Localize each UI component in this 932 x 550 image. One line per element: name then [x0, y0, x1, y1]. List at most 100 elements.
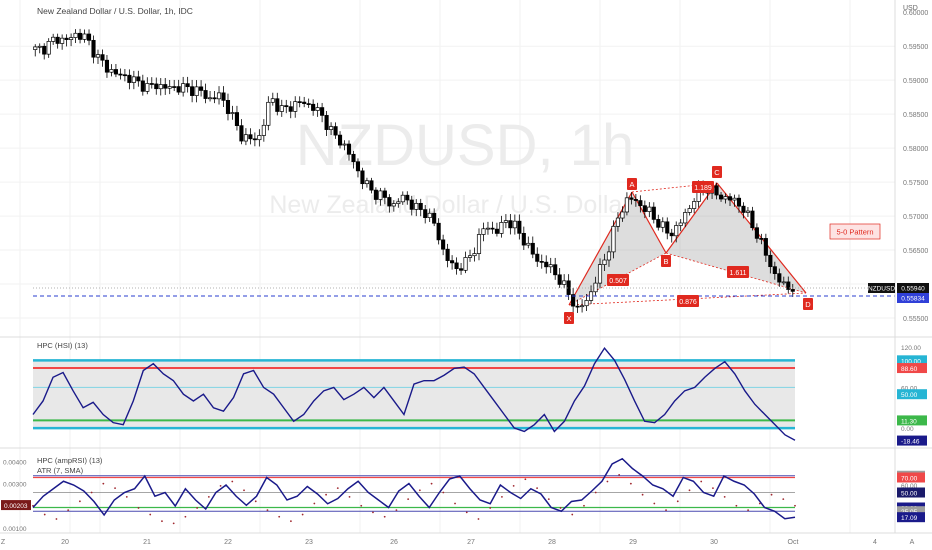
candle-body [167, 86, 172, 89]
atr-dot [489, 507, 492, 509]
atr-dot [618, 473, 621, 476]
candle-body [427, 212, 432, 218]
candle-body [109, 69, 114, 73]
candle-body [64, 37, 69, 40]
candle-body [674, 225, 679, 237]
candle-body [266, 101, 271, 126]
candlesticks [33, 28, 795, 313]
price-tick: 0.56500 [903, 248, 928, 255]
pattern-leg [568, 191, 633, 306]
candle-body [69, 37, 74, 40]
candle-body [732, 197, 737, 201]
candle-body [736, 197, 742, 207]
ratio-tag [607, 274, 629, 286]
candle-body [176, 86, 181, 93]
time-tick: 28 [548, 539, 556, 546]
amp-tag-bg [897, 487, 925, 498]
atr-dot [55, 518, 58, 520]
atr-dot [383, 515, 386, 518]
candle-body [745, 210, 750, 213]
candle-body [400, 194, 405, 203]
candle-body [741, 205, 746, 213]
candle-body [665, 221, 670, 234]
candle-body [275, 98, 280, 112]
atr-dot [454, 502, 456, 505]
pattern-name-box[interactable] [829, 223, 881, 240]
atr-dot [594, 491, 597, 494]
price-tick: 0.58500 [903, 112, 928, 119]
candle-body [391, 203, 396, 207]
atr-dot [501, 496, 503, 498]
time-tick: 21 [143, 539, 151, 546]
candle-body [95, 54, 101, 58]
candle-body [521, 232, 526, 246]
candle-body [346, 143, 352, 155]
atr-dot [290, 520, 292, 523]
atr-dot [172, 522, 175, 525]
atr-dot [571, 513, 574, 516]
candle-body [409, 199, 414, 210]
pattern-point-tag [627, 178, 637, 190]
symbol-tag-bg [868, 283, 895, 293]
candle-body [212, 97, 217, 100]
candle-body [185, 83, 190, 88]
time-axis[interactable]: Z 20 21 22 23 26 27 28 29 30 Oct 4 A [1, 539, 915, 546]
candle-body [122, 74, 127, 77]
candle-body [342, 143, 347, 146]
atr-dot [606, 480, 609, 483]
grid [0, 0, 895, 533]
candle-body [678, 222, 683, 226]
hsi-tag: -18.46 [901, 439, 920, 446]
atr-dot [102, 482, 105, 485]
price-tick: 0.58000 [903, 146, 928, 153]
candle-body [333, 126, 338, 136]
candle-body [647, 206, 652, 212]
hsi-line [32, 346, 796, 441]
atr-dot [665, 509, 667, 512]
candle-body [772, 266, 777, 274]
pattern-point-tag [564, 312, 574, 324]
time-tick: Z [1, 539, 6, 546]
candle-body [503, 220, 508, 223]
candle-body [113, 69, 118, 75]
ratio-tag [727, 266, 749, 278]
atr-dot [266, 509, 269, 512]
atr-dot [629, 482, 632, 485]
atr-dot [747, 509, 750, 512]
pattern-point-label: A [629, 180, 634, 189]
candle-body [302, 101, 307, 104]
hsi-tag-bg [897, 415, 927, 426]
price-axis[interactable]: USD 0.60000 0.59500 0.59000 0.58500 0.58000 0… [868, 5, 929, 323]
candle-body [499, 222, 504, 234]
atr-dot [465, 511, 468, 514]
watermark-symbol: NZDUSD, 1h [296, 113, 634, 178]
atr-dot [231, 480, 234, 483]
watermark-name: New Zealand Dollar / U.S. Dollar [269, 191, 630, 219]
candle-body [78, 32, 83, 40]
atr-dot [137, 507, 140, 509]
candle-body [172, 86, 177, 88]
atr-dot [653, 502, 656, 505]
candle-body [781, 281, 786, 284]
ratio-tag [692, 181, 714, 193]
atr-dot [442, 491, 445, 494]
candle-body [194, 86, 199, 96]
candle-body [355, 161, 361, 172]
atr-dot [641, 493, 644, 496]
candle-body [687, 208, 692, 213]
atr-dot [243, 489, 245, 492]
chart-title: New Zealand Dollar / U.S. Dollar, 1h, ID… [37, 6, 193, 16]
candle-body [575, 305, 580, 308]
candle-body [606, 251, 612, 261]
atr-dot [278, 515, 281, 518]
candle-body [472, 253, 477, 257]
candle-body [320, 107, 325, 116]
atr-dot [418, 489, 421, 492]
pattern-leg [665, 182, 718, 254]
candle-body [154, 83, 159, 90]
candle-body [584, 300, 589, 307]
pattern-triangle-xab [569, 192, 666, 305]
candle-body [293, 101, 298, 112]
candle-body [535, 253, 540, 262]
